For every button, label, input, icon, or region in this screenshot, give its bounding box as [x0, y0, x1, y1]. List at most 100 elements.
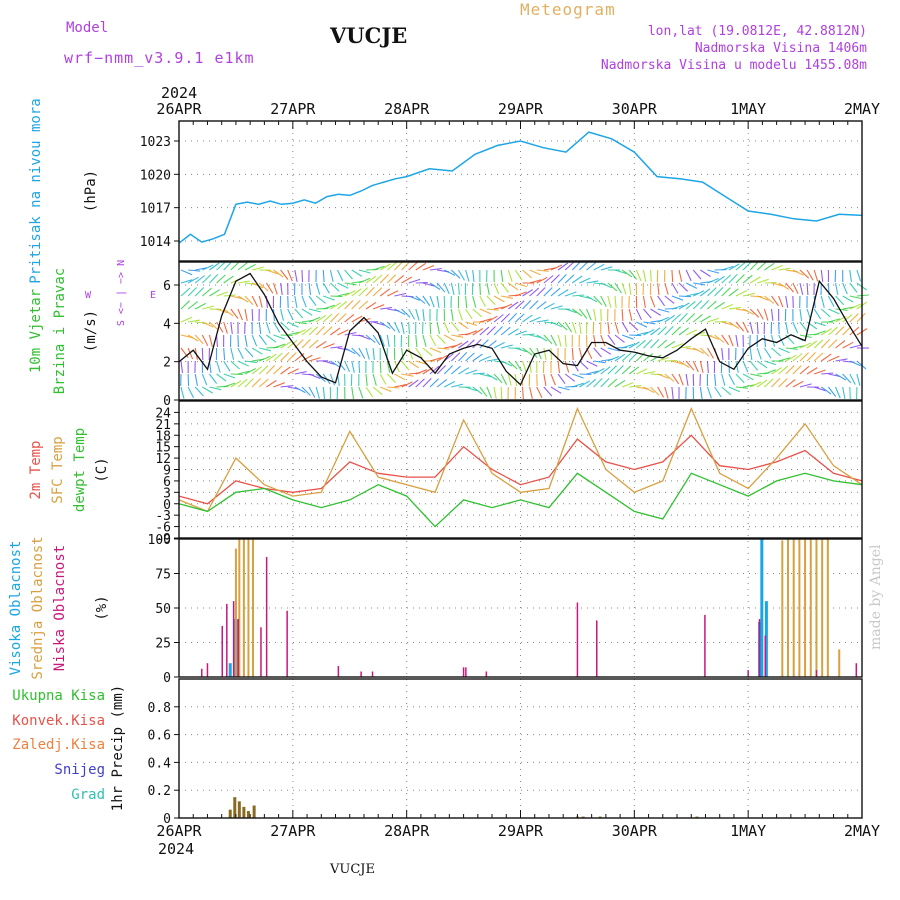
wind-arrow: [650, 269, 652, 283]
wind-arrow: [778, 267, 791, 271]
wind-arrow: [223, 261, 233, 271]
wind-arrow: [550, 264, 563, 271]
wind-arrow: [500, 303, 513, 310]
wind-arrow: [479, 373, 492, 378]
value-tick-label: 1023: [140, 135, 171, 150]
wind-arrow: [237, 360, 250, 367]
wind-arrow: [486, 295, 496, 306]
wind-arrow: [216, 274, 226, 284]
wind-arrow: [465, 269, 470, 282]
wind-arrow: [244, 308, 248, 321]
wind-arrow: [216, 261, 226, 271]
wind-arrow: [593, 263, 605, 271]
wind-arrow: [671, 326, 681, 336]
value-tick-label: 2: [163, 356, 171, 371]
wind-arrow: [237, 347, 244, 359]
wind-arrow: [664, 386, 669, 399]
wind-arrow: [557, 373, 566, 385]
wind-arrow: [415, 295, 426, 304]
wind-arrow: [820, 269, 824, 282]
wind-arrow: [450, 352, 461, 362]
panel-labels: Pritisak na nivou mora (hPa) 10m Vjetar Brz…: [8, 98, 156, 811]
wind-arrow: [636, 331, 649, 336]
wind-arrow: [671, 304, 684, 310]
wind-arrow: [507, 328, 519, 336]
wind-arrow: [344, 313, 355, 323]
wind-arrow: [287, 331, 300, 336]
wind-arrow: [828, 318, 841, 323]
wind-arrow: [429, 365, 440, 375]
wind-arrow: [721, 265, 734, 271]
date-tick-top: 26APR: [156, 100, 202, 118]
wind-arrow: [443, 334, 456, 342]
value-tick-label: 25: [155, 637, 171, 652]
wind-arrow: [572, 382, 584, 388]
wind-arrow: [557, 321, 568, 331]
wind-arrow: [636, 368, 648, 375]
wind-arrow: [828, 326, 838, 336]
temp-2m-label: 2m Temp: [28, 440, 44, 499]
wind-compass-label: S <− ∣ −> N: [116, 260, 127, 326]
wind-arrow: [657, 373, 670, 379]
wind-arrow: [742, 261, 752, 271]
wind-arrow: [735, 290, 747, 297]
wind-arrow: [529, 279, 542, 284]
wind-arrow: [372, 287, 383, 297]
wind-arrow: [678, 302, 690, 310]
wind-arrow: [842, 282, 848, 295]
value-tick-label: 0.2: [148, 784, 171, 799]
wind-arrow: [472, 372, 485, 375]
wind-arrow: [600, 295, 607, 307]
wind-arrow: [514, 269, 523, 281]
wind-arrow: [579, 277, 591, 284]
value-tick-label: 0.6: [148, 729, 171, 744]
temp-2m-line: [178, 434, 863, 505]
wind-arrow: [828, 308, 840, 315]
wind-arrow: [386, 261, 397, 271]
wind-arrow: [372, 334, 381, 346]
wind-arrow: [522, 333, 535, 336]
wind-arrow: [294, 269, 298, 282]
wind-arrow: [394, 274, 405, 284]
wind-arrow: [429, 357, 442, 362]
wind-arrow: [401, 360, 410, 371]
wind-arrow: [429, 267, 442, 271]
wind-arrow: [721, 287, 731, 297]
wind-name-label-1: 10m Vjetar: [28, 289, 44, 373]
wind-arrow: [451, 342, 463, 349]
wind-arrow: [628, 308, 633, 321]
wind-arrow: [643, 386, 655, 393]
wind-arrow: [778, 282, 790, 290]
wind-arrow: [707, 334, 719, 340]
wind-arrow: [578, 321, 582, 334]
wind-arrow: [443, 269, 456, 276]
wind-arrow: [408, 308, 416, 320]
wind-arrow: [657, 282, 660, 295]
wind-arrow: [607, 365, 617, 375]
wind-arrow: [230, 360, 240, 370]
value-tick-label: 0.8: [148, 701, 171, 716]
wind-arrow: [258, 282, 269, 292]
wind-arrow: [835, 326, 845, 336]
wind-arrow: [429, 347, 442, 354]
wind-arrow: [628, 352, 638, 362]
wind-arrow: [209, 262, 220, 271]
wind-arrow: [792, 321, 799, 334]
wind-arrow: [436, 334, 446, 344]
wind-arrow: [806, 367, 818, 375]
wind-arrow: [322, 269, 325, 283]
wind-arrow: [550, 321, 563, 328]
wind-arrow: [671, 373, 680, 385]
wind-arrow: [457, 282, 460, 296]
wind-arrow: [571, 321, 577, 334]
wind-arrow: [408, 379, 419, 388]
wind-arrow: [323, 304, 335, 310]
wind-arrow: [529, 269, 541, 276]
wind-arrow: [244, 347, 254, 358]
wind-arrow: [500, 386, 503, 400]
wind-arrow: [607, 347, 620, 352]
wind-arrow: [258, 378, 269, 388]
wind-arrow: [180, 316, 193, 323]
wind-arrow: [636, 321, 648, 328]
wind-arrow: [202, 321, 214, 328]
